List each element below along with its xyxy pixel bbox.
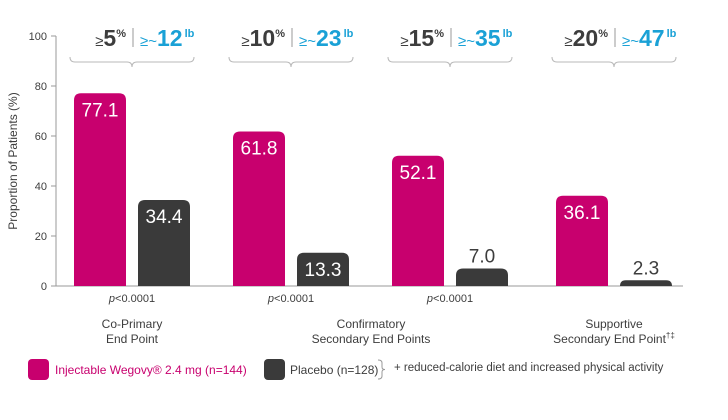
threshold-pounds-unit: lb	[503, 28, 513, 40]
header-brace	[551, 56, 677, 68]
threshold-pounds: ≥~12 lb	[140, 25, 195, 51]
bar-label-placebo: 7.0	[469, 247, 495, 268]
legend: Injectable Wegovy® 2.4 mg (n=144) Placeb…	[28, 359, 718, 383]
threshold-pounds-unit: lb	[667, 28, 677, 40]
endpoint-label-text: End Point	[106, 332, 159, 346]
threshold-pounds-value: 35	[475, 25, 501, 51]
endpoint-label-text: Secondary End Point	[553, 332, 666, 346]
p-value-prefix: p	[426, 293, 433, 305]
threshold-pounds: ≥~35 lb	[458, 25, 513, 51]
threshold-percent: ≥20%	[564, 25, 608, 51]
p-value-prefix: p	[267, 293, 274, 305]
bar-label-wegovy: 52.1	[400, 163, 437, 184]
p-value-number: <0.0001	[115, 293, 155, 305]
header-brace	[387, 56, 513, 68]
threshold-pounds-value: 23	[316, 25, 342, 51]
threshold-pounds-unit: lb	[185, 28, 195, 40]
endpoint-footnote-marks: †‡	[666, 331, 675, 340]
legend-note: + reduced-calorie diet and increased phy…	[394, 362, 664, 374]
bar-placebo	[297, 252, 349, 286]
y-tick-label: 40	[35, 181, 47, 193]
bar-wegovy	[233, 131, 285, 286]
endpoint-label-text: Secondary End Points	[312, 332, 431, 346]
endpoint-label-line1: Supportive	[585, 317, 643, 331]
legend-label-wegovy: Injectable Wegovy® 2.4 mg (n=144)	[55, 363, 247, 377]
bar-placebo	[138, 200, 190, 286]
threshold-pounds-symbol: ≥~	[622, 33, 639, 50]
y-tick-label: 60	[35, 131, 47, 143]
y-tick-label: 0	[41, 281, 47, 293]
endpoint-label-line1: Confirmatory	[337, 317, 406, 331]
p-value: p<0.0001	[108, 293, 155, 305]
threshold-pounds-unit: lb	[344, 28, 354, 40]
legend-label-placebo: Placebo (n=128)	[290, 363, 379, 377]
bar-wegovy	[74, 93, 126, 286]
threshold-percent: ≥5%	[95, 25, 126, 51]
bar-label-wegovy: 77.1	[82, 100, 119, 121]
threshold-percent-symbol: ≥	[241, 33, 249, 50]
threshold-pounds: ≥~23 lb	[299, 25, 354, 51]
threshold-pounds-value: 47	[639, 25, 665, 51]
bar-label-placebo: 2.3	[633, 258, 659, 279]
threshold-percent-value: 10	[250, 25, 276, 51]
threshold-pounds-symbol: ≥~	[458, 33, 475, 50]
bar-wegovy	[392, 155, 444, 286]
p-value-number: <0.0001	[274, 293, 314, 305]
y-tick-label: 20	[35, 231, 47, 243]
endpoint-label-line2: Secondary End Point†‡	[553, 331, 675, 346]
bar-label-wegovy: 36.1	[564, 203, 601, 224]
threshold-percent-symbol: ≥	[400, 33, 408, 50]
threshold-percent-unit: %	[116, 28, 126, 40]
threshold-percent-value: 20	[573, 25, 599, 51]
bar-label-placebo: 13.3	[305, 260, 342, 281]
y-tick-label: 80	[35, 81, 47, 93]
threshold-pounds-value: 12	[157, 25, 183, 51]
threshold-pounds: ≥~47 lb	[622, 25, 677, 51]
endpoint-label-line2: End Point	[106, 332, 159, 346]
bar-chart: 0 20 40 60 80 100 Proportion of Patients (%) 77…	[6, 25, 683, 346]
threshold-percent-unit: %	[434, 28, 444, 40]
legend-brace	[377, 359, 386, 380]
threshold-percent: ≥10%	[241, 25, 285, 51]
p-value-prefix: p	[108, 293, 115, 305]
bar-placebo	[620, 280, 672, 286]
endpoint-label-line1: Co-Primary	[102, 317, 163, 331]
legend-swatch-wegovy	[28, 359, 49, 380]
p-value: p<0.0001	[426, 293, 473, 305]
threshold-percent-unit: %	[275, 28, 285, 40]
y-axis-label: Proportion of Patients (%)	[6, 92, 20, 229]
bar-wegovy	[556, 195, 608, 286]
threshold-percent-value: 5	[103, 25, 116, 51]
bar-placebo	[456, 268, 508, 286]
threshold-pounds-symbol: ≥~	[140, 33, 157, 50]
bar-label-wegovy: 61.8	[241, 139, 278, 160]
threshold-percent-symbol: ≥	[95, 33, 103, 50]
bar-label-placebo: 34.4	[146, 207, 183, 228]
threshold-percent-symbol: ≥	[564, 33, 572, 50]
header-brace	[69, 56, 195, 68]
p-value: p<0.0001	[267, 293, 314, 305]
legend-swatch-placebo	[264, 359, 285, 380]
threshold-percent-value: 15	[409, 25, 435, 51]
endpoint-label-line2: Secondary End Points	[312, 332, 431, 346]
y-tick-label: 100	[29, 31, 47, 43]
threshold-percent: ≥15%	[400, 25, 444, 51]
header-brace	[228, 56, 354, 68]
threshold-pounds-symbol: ≥~	[299, 33, 316, 50]
threshold-percent-unit: %	[598, 28, 608, 40]
p-value-number: <0.0001	[433, 293, 473, 305]
